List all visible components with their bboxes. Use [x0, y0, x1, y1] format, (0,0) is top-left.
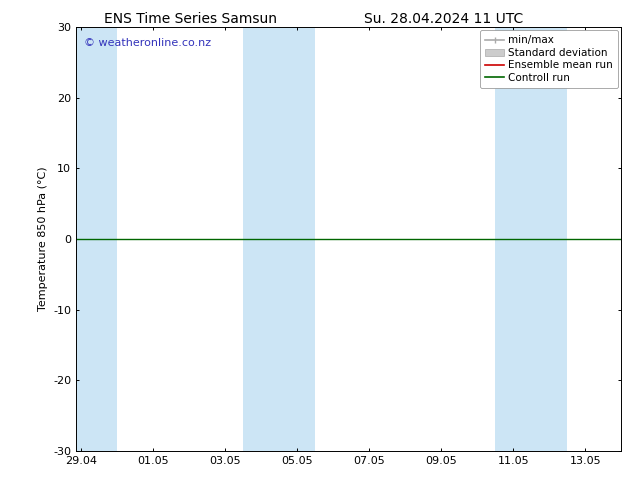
Bar — [243, 27, 315, 451]
Text: ENS Time Series Samsun: ENS Time Series Samsun — [104, 12, 276, 26]
Text: © weatheronline.co.nz: © weatheronline.co.nz — [84, 38, 211, 48]
Bar — [76, 27, 117, 451]
Legend: min/max, Standard deviation, Ensemble mean run, Controll run: min/max, Standard deviation, Ensemble me… — [480, 30, 618, 88]
Y-axis label: Temperature 850 hPa (°C): Temperature 850 hPa (°C) — [37, 167, 48, 311]
Text: Su. 28.04.2024 11 UTC: Su. 28.04.2024 11 UTC — [364, 12, 524, 26]
Bar — [495, 27, 567, 451]
